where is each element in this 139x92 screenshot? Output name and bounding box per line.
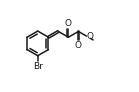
Text: O: O <box>65 19 72 28</box>
Text: Br: Br <box>33 62 43 71</box>
Text: O: O <box>75 41 82 50</box>
Text: O: O <box>87 32 94 41</box>
